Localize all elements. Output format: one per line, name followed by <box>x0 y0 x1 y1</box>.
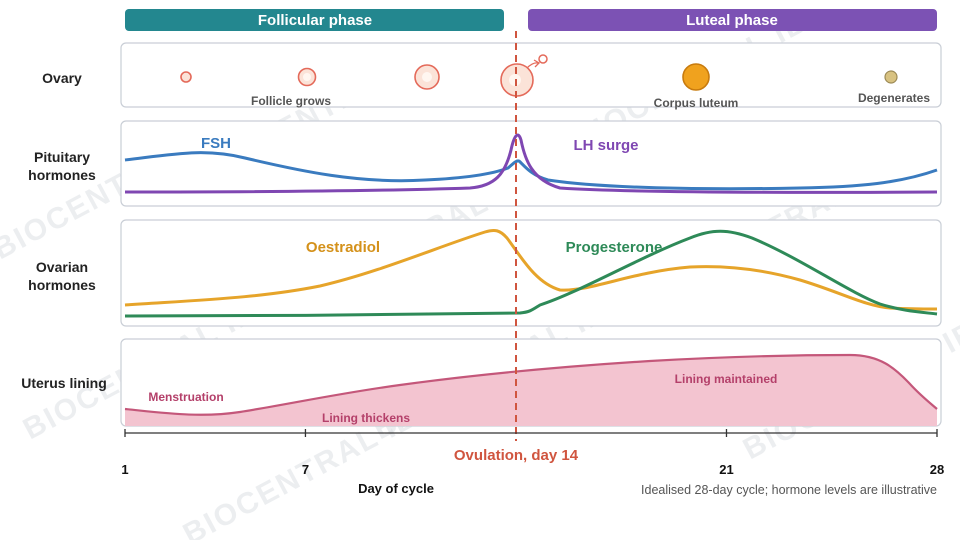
lining-thickens-label: Lining thickens <box>322 411 410 425</box>
oestradiol-curve <box>124 228 938 311</box>
ovulation-label: Ovulation, day 14 <box>454 447 579 464</box>
menstruation-label: Menstruation <box>148 390 223 404</box>
follicle-grows-label: Follicle grows <box>251 94 331 108</box>
x-axis-ticks: 1 7 21 28 <box>121 429 944 477</box>
follicular-phase-label: Follicular phase <box>258 12 372 29</box>
pituitary-panel <box>120 120 942 207</box>
corpus-luteum-icon <box>682 63 710 91</box>
ovarian-row-label-line2: hormones <box>28 277 96 293</box>
uterus-row-label: Uterus lining <box>21 375 107 391</box>
progesterone-curve <box>124 229 938 318</box>
oestradiol-label: Oestradiol <box>306 239 380 256</box>
fsh-curve <box>124 151 938 191</box>
follicle-stage-1 <box>180 71 192 83</box>
luteal-phase-label: Luteal phase <box>686 12 778 29</box>
fsh-label: FSH <box>201 135 231 152</box>
ovarian-row-label-line1: Ovarian <box>36 259 88 275</box>
lh-curve <box>124 133 938 194</box>
pituitary-row-label-line1: Pituitary <box>34 149 90 165</box>
lining-maintained-label: Lining maintained <box>675 372 778 386</box>
follicle-stage-2 <box>297 67 317 87</box>
pituitary-row-label-line2: hormones <box>28 167 96 183</box>
footnote: Idealised 28-day cycle; hormone levels a… <box>641 483 937 497</box>
released-egg-icon <box>526 54 548 69</box>
progesterone-label: Progesterone <box>566 239 663 256</box>
tick-label: 28 <box>930 462 944 477</box>
tick-label: 21 <box>719 462 733 477</box>
ovary-row-label: Ovary <box>42 70 82 86</box>
follicle-stage-3 <box>414 64 440 90</box>
x-axis-title: Day of cycle <box>358 481 434 496</box>
tick-label: 7 <box>302 462 309 477</box>
degenerating-corpus-icon <box>884 70 898 84</box>
uterus-lining-area <box>125 355 937 426</box>
follicular-phase-bar <box>125 9 504 31</box>
degenerates-label: Degenerates <box>858 91 930 105</box>
tick-label: 1 <box>121 462 128 477</box>
uterus-lining-edge <box>124 353 938 416</box>
luteal-phase-bar <box>528 9 937 31</box>
ovarian-panel <box>120 219 942 327</box>
lh-surge-label: LH surge <box>573 137 638 154</box>
corpus-luteum-label: Corpus luteum <box>654 96 739 110</box>
